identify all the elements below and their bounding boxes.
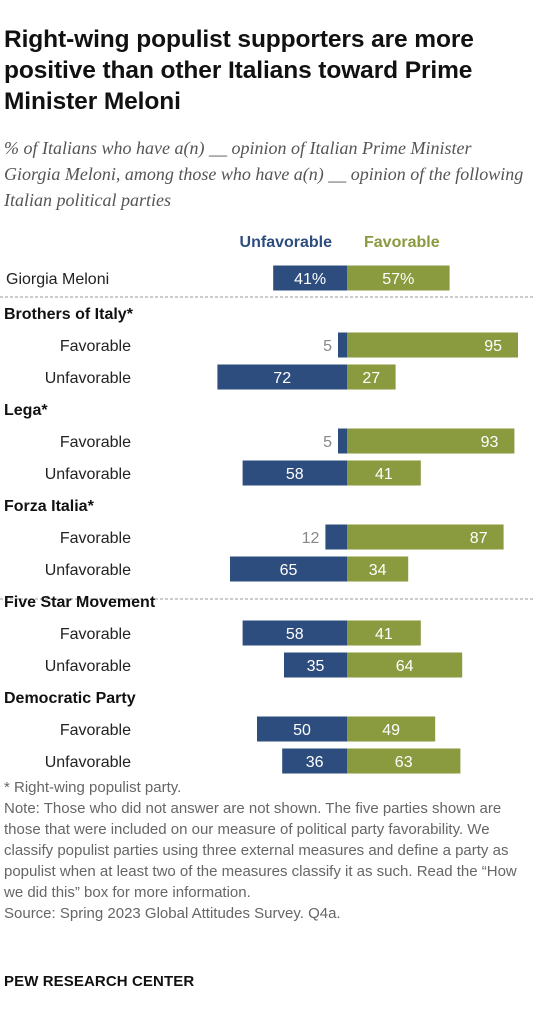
legend-favorable: Favorable — [364, 234, 440, 251]
bar-1-0-unfavorable-value: 5 — [323, 434, 332, 451]
bar-1-1-favorable-value: 41 — [375, 466, 393, 483]
group-label-2: Forza Italia* — [4, 498, 95, 515]
bar-4-0-unfavorable-value: 50 — [293, 722, 311, 739]
bar-3-0-unfavorable-bar — [242, 620, 347, 646]
bar-3-1-favorable-value: 64 — [396, 658, 414, 675]
bar-3-0-favorable-value: 41 — [375, 626, 393, 643]
row-label-2-1: Unfavorable — [45, 562, 131, 579]
bar-1-1-unfavorable-value: 58 — [286, 466, 304, 483]
chart-notes: * Right-wing populist party. Note: Those… — [4, 777, 530, 924]
bar-3-0-unfavorable-value: 58 — [286, 626, 304, 643]
bar-4-0-favorable-bar — [347, 716, 436, 742]
chart-subtitle: % of Italians who have a(n) __ opinion o… — [4, 138, 524, 210]
source-note: Source: Spring 2023 Global Attitudes Sur… — [4, 905, 341, 922]
bar-2-1-favorable-value: 34 — [369, 562, 387, 579]
bar-4-1-unfavorable-value: 36 — [306, 754, 324, 771]
bar-2-1-favorable-bar — [347, 556, 409, 582]
total-favorable-bar — [347, 265, 450, 291]
bar-1-0-unfavorable-bar — [338, 428, 347, 454]
bar-2-0-favorable-value: 87 — [470, 530, 488, 547]
bar-4-0-favorable-value: 49 — [382, 722, 400, 739]
legend-unfavorable: Unfavorable — [240, 234, 333, 251]
group-label-0: Brothers of Italy* — [4, 306, 134, 323]
row-label-1-0: Favorable — [60, 434, 131, 451]
row-label-1-1: Unfavorable — [45, 466, 131, 483]
row-label-0-0: Favorable — [60, 338, 131, 355]
asterisk-note: * Right-wing populist party. — [4, 779, 182, 796]
chart-title: Right-wing populist supporters are more … — [4, 26, 474, 115]
bar-3-0-favorable-bar — [347, 620, 421, 646]
bar-1-0-favorable-bar — [347, 428, 515, 454]
bar-0-0-unfavorable-bar — [338, 332, 347, 358]
methodology-note: Note: Those who did not answer are not s… — [4, 800, 517, 901]
total-unfavorable-value: 41% — [294, 271, 326, 288]
row-label-3-0: Favorable — [60, 626, 131, 643]
row-label-4-1: Unfavorable — [45, 754, 131, 771]
bar-1-0-favorable-value: 93 — [481, 434, 499, 451]
group-label-1: Lega* — [4, 402, 48, 419]
bar-2-1-unfavorable-bar — [230, 556, 347, 582]
diverging-bar-chart: Unfavorable Favorable Giorgia Meloni 41% 57%… — [0, 234, 534, 774]
bar-3-1-favorable-bar — [347, 652, 463, 678]
bar-4-1-favorable-bar — [347, 748, 461, 774]
bar-1-1-unfavorable-bar — [242, 460, 347, 486]
group-label-4: Democratic Party — [4, 690, 136, 707]
bar-4-1-unfavorable-bar — [282, 748, 347, 774]
bar-4-1-favorable-value: 63 — [395, 754, 413, 771]
bar-0-1-favorable-value: 27 — [362, 370, 380, 387]
row-label-3-1: Unfavorable — [45, 658, 131, 675]
bar-1-1-favorable-bar — [347, 460, 421, 486]
bar-2-0-unfavorable-value: 12 — [302, 530, 320, 547]
row-label-total: Giorgia Meloni — [6, 271, 109, 288]
bar-0-0-unfavorable-value: 5 — [323, 338, 332, 355]
bar-0-1-favorable-bar — [347, 364, 396, 390]
row-label-2-0: Favorable — [60, 530, 131, 547]
bar-0-1-unfavorable-value: 72 — [273, 370, 291, 387]
bar-2-0-unfavorable-bar — [325, 524, 347, 550]
row-label-0-1: Unfavorable — [45, 370, 131, 387]
bar-2-1-unfavorable-value: 65 — [280, 562, 298, 579]
bar-3-1-unfavorable-value: 35 — [307, 658, 325, 675]
bar-0-1-unfavorable-bar — [217, 364, 347, 390]
bar-3-1-unfavorable-bar — [284, 652, 347, 678]
bar-2-0-favorable-bar — [347, 524, 504, 550]
total-favorable-value: 57% — [382, 271, 414, 288]
group-label-3: Five Star Movement — [4, 594, 156, 611]
footer-brand: PEW RESEARCH CENTER — [4, 973, 195, 990]
row-label-4-0: Favorable — [60, 722, 131, 739]
total-unfavorable-bar — [273, 265, 347, 291]
bar-4-0-unfavorable-bar — [257, 716, 347, 742]
bar-0-0-favorable-bar — [347, 332, 518, 358]
bar-0-0-favorable-value: 95 — [484, 338, 502, 355]
